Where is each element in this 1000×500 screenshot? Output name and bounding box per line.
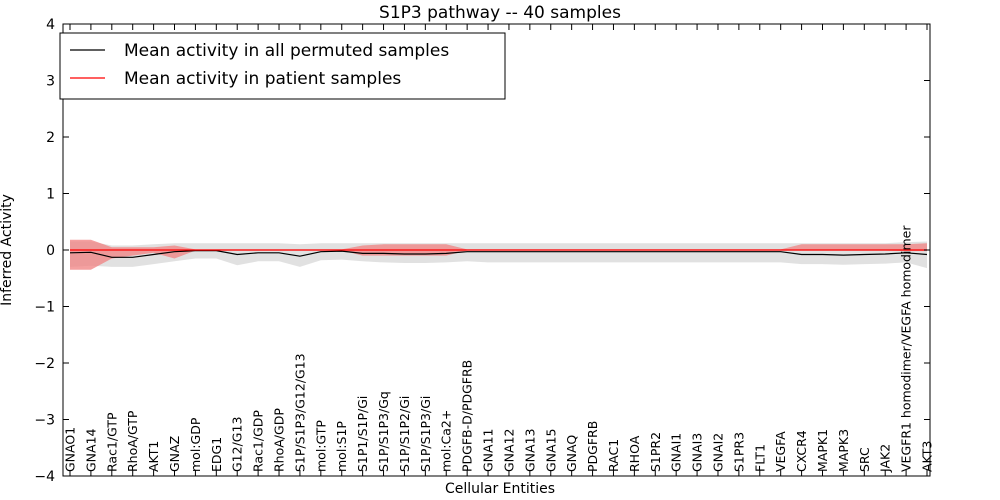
x-axis-label: Cellular Entities bbox=[445, 481, 555, 497]
plot-frame bbox=[62, 23, 931, 477]
y-tick-label: 0 bbox=[46, 243, 55, 259]
x-tick-label: S1P1/S1P/Gi bbox=[355, 396, 370, 472]
x-tick-label: GNA11 bbox=[481, 429, 496, 473]
chart-title: S1P3 pathway -- 40 samples bbox=[379, 3, 621, 23]
legend-box bbox=[59, 32, 506, 100]
y-tick-label: 1 bbox=[46, 187, 55, 203]
x-tick-label: VEGFA bbox=[773, 431, 788, 472]
y-tick-label: 4 bbox=[46, 17, 55, 33]
legend-label-patient: Mean activity in patient samples bbox=[124, 69, 401, 89]
x-tick-label: S1P/S1P3/Gi bbox=[418, 396, 433, 472]
lines-layer bbox=[63, 249, 930, 258]
x-tick-label: mol:GTP bbox=[313, 420, 328, 472]
y-tick-label: −3 bbox=[34, 413, 55, 429]
x-tick-label: S1P/S1P3/Gq bbox=[376, 391, 391, 472]
x-tick-label: S1P/S1P3/G12/G13 bbox=[292, 353, 307, 472]
x-tick-label: RhoA/GDP bbox=[272, 408, 287, 472]
x-tick-label: CXCR4 bbox=[794, 430, 809, 472]
x-tick-label: S1P/S1P2/Gi bbox=[397, 396, 412, 472]
x-tick-label: FLT1 bbox=[752, 444, 767, 472]
x-tick-label: GNA15 bbox=[543, 429, 558, 473]
x-tick-label: GNA13 bbox=[522, 429, 537, 473]
x-tick-label: GNAI2 bbox=[711, 433, 726, 472]
x-tick-label: mol:GDP bbox=[188, 417, 203, 472]
x-tick-label: Rac1/GTP bbox=[104, 412, 119, 472]
x-tick-label: GNAO1 bbox=[63, 427, 78, 472]
x-tick-label: AKT3 bbox=[920, 441, 935, 472]
x-tick-label: RhoA/GTP bbox=[125, 410, 140, 472]
x-tick-label: GNAZ bbox=[167, 436, 182, 472]
band-series-0 bbox=[70, 241, 927, 269]
x-tick-label: EDG1 bbox=[209, 437, 224, 472]
y-axis-label: Inferred Activity bbox=[0, 194, 15, 306]
x-tick-label: GNA14 bbox=[83, 428, 98, 472]
x-tick-label: G12/G13 bbox=[230, 417, 245, 472]
x-tick-label: RAC1 bbox=[606, 439, 621, 472]
legend: Mean activity in all permuted samples Me… bbox=[59, 32, 506, 100]
ticks-layer bbox=[63, 23, 930, 477]
x-tick-label: AKT1 bbox=[146, 441, 161, 472]
y-tick-label: −2 bbox=[34, 356, 55, 372]
x-tick-label: Rac1/GDP bbox=[251, 410, 266, 472]
legend-label-permuted: Mean activity in all permuted samples bbox=[124, 41, 449, 61]
x-tick-label: SRC bbox=[857, 447, 872, 472]
x-tick-label: mol:Ca2+ bbox=[439, 410, 454, 472]
x-tick-label: S1PR2 bbox=[648, 432, 663, 472]
x-tick-label: MAPK1 bbox=[815, 429, 830, 472]
x-tick-label: JAK2 bbox=[878, 444, 893, 473]
x-tick-label: GNA12 bbox=[502, 429, 517, 473]
x-tick-label: PDGFB-D/PDGFRB bbox=[460, 360, 475, 472]
x-tick-label: MAPK3 bbox=[836, 429, 851, 472]
x-tick-label: GNAI3 bbox=[690, 433, 705, 472]
y-tick-label: 2 bbox=[46, 130, 55, 146]
x-tick-label: RHOA bbox=[627, 435, 642, 472]
x-tick-label: VEGFR1 homodimer/VEGFA homodimer bbox=[899, 225, 914, 472]
y-tick-label: 3 bbox=[46, 74, 55, 90]
labels-layer: −4 −3 −2 −1 0 1 2 3 4 GNAO1 GNA14 Rac1/GTP RhoA/GTP A… bbox=[34, 17, 934, 485]
bands-layer bbox=[70, 239, 927, 270]
x-tick-label: S1PR3 bbox=[731, 432, 746, 472]
y-tick-label: −1 bbox=[34, 300, 55, 316]
x-tick-label: PDGFRB bbox=[585, 421, 600, 472]
y-tick-label: −4 bbox=[34, 469, 55, 485]
x-tick-label: GNAI1 bbox=[669, 433, 684, 472]
x-tick-label: GNAQ bbox=[564, 435, 579, 472]
x-tick-label: mol:S1P bbox=[334, 421, 349, 472]
